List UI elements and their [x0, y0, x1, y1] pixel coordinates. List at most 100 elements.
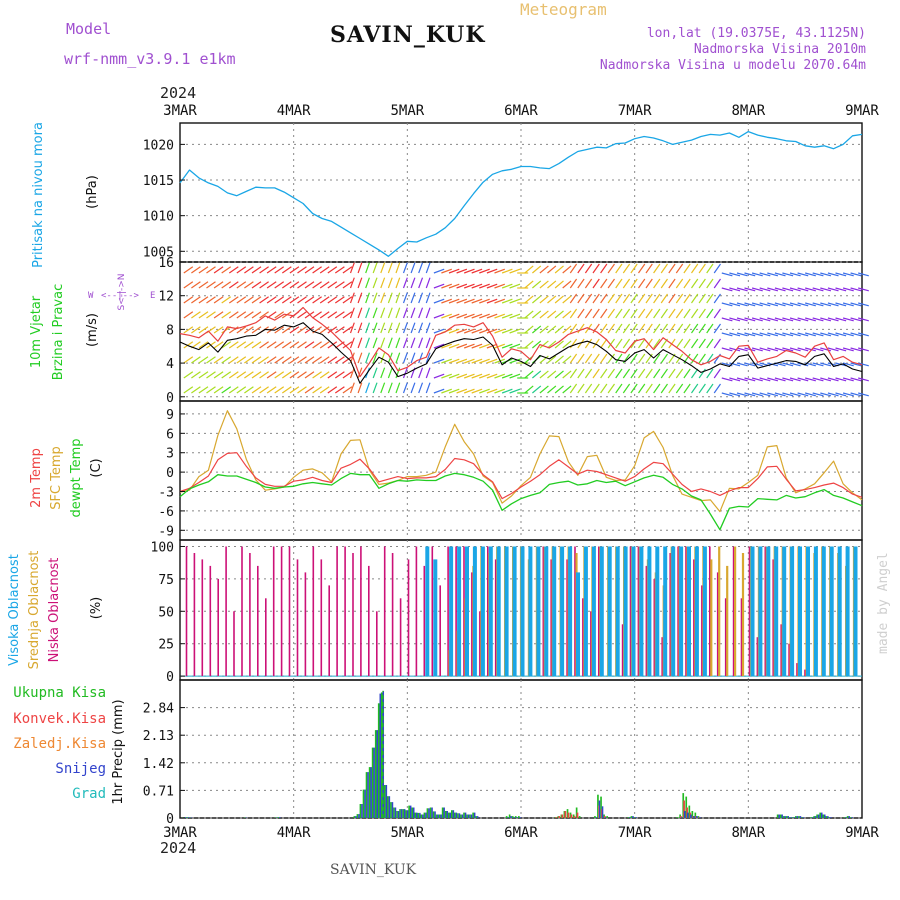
y-tick-label: -3 — [158, 486, 174, 501]
precip-total-bar — [432, 811, 435, 818]
precip-total-bar — [782, 816, 785, 818]
wind-arrow — [448, 283, 460, 289]
wind-arrow — [698, 353, 706, 364]
wind-arrow — [592, 353, 600, 364]
precip-snow-bar — [394, 807, 397, 818]
wind-arrow — [365, 292, 370, 304]
precip-snow-bar — [437, 814, 439, 818]
cloud-low-bar — [582, 598, 584, 677]
wind-arrow — [638, 353, 646, 364]
wind-arrow — [751, 287, 763, 292]
precip-snow-bar — [449, 812, 452, 818]
precip-total-bar — [475, 816, 477, 818]
wind-arrow — [266, 386, 277, 394]
wind-arrow — [622, 368, 631, 379]
precip-total-bar — [792, 817, 794, 818]
wind-arrow — [304, 371, 315, 379]
wind-arrow — [615, 278, 623, 289]
cloud-low-bar — [463, 546, 465, 677]
wind-arrow — [789, 347, 801, 352]
wind-arrow — [713, 308, 721, 319]
wind-arrow — [494, 298, 506, 304]
wind-arrow — [387, 382, 393, 394]
precip-snow-bar — [799, 816, 802, 818]
wind-arrow — [547, 280, 557, 289]
precip-total-bar — [594, 816, 596, 818]
wind-arrow — [236, 356, 247, 364]
wind-arrow — [289, 326, 300, 334]
wind-arrow — [524, 310, 534, 319]
wind-arrow — [486, 298, 498, 304]
precip-total-bar — [472, 812, 474, 818]
precip-total-bar — [384, 785, 386, 818]
wind-arrow — [297, 311, 307, 319]
cloud-low-bar — [233, 611, 235, 677]
cloud-high-bar — [774, 546, 779, 677]
cloud-high-bar — [544, 546, 549, 677]
wind-arrow — [304, 341, 315, 349]
wind-arrow — [653, 308, 661, 319]
cloud-high-bar — [560, 546, 565, 677]
wind-arrow — [251, 341, 262, 349]
wind-arrow — [221, 386, 232, 394]
precip-total-bar — [356, 814, 359, 818]
model-label: Model — [66, 20, 112, 38]
cloud-low-bar — [320, 559, 323, 677]
wind-arrow — [213, 296, 224, 304]
wind-arrow — [281, 326, 292, 334]
precip-total-bar — [801, 817, 803, 818]
wind-arrow — [842, 272, 854, 277]
wind-arrow — [858, 347, 869, 352]
wind-arrow — [706, 338, 714, 349]
wind-arrow — [638, 308, 646, 319]
wind-arrow — [782, 377, 794, 382]
wind-arrow — [342, 386, 353, 394]
wind-arrow — [410, 307, 416, 319]
wind-arrow — [600, 383, 608, 394]
y-tick-label: 100 — [151, 540, 174, 555]
precip-total-bar — [505, 816, 508, 818]
wind-arrow — [380, 262, 386, 274]
wind-arrow — [509, 373, 521, 379]
precip-total-bar — [563, 811, 566, 818]
wind-arrow — [433, 313, 445, 319]
wind-arrow — [577, 383, 585, 394]
wind-arrow — [554, 310, 564, 319]
precip-conv-bar — [570, 814, 573, 818]
wind-arrow — [183, 296, 194, 304]
panel-frame-5 — [179, 679, 863, 819]
wind-arrow — [198, 386, 209, 394]
wind-arrow — [471, 343, 483, 349]
wind-arrow — [486, 283, 498, 289]
wind-arrow — [471, 328, 483, 334]
precip-legend-item: Grad — [72, 786, 106, 802]
wind-arrow — [395, 352, 401, 364]
wind-arrow — [387, 277, 393, 289]
wind-arrow — [842, 332, 854, 337]
precip-snow-bar — [848, 816, 850, 818]
wind-arrow — [759, 302, 771, 307]
wind-arrow — [577, 278, 585, 289]
wind-arrow — [797, 302, 809, 307]
wind-arrow — [729, 347, 741, 352]
cloud-low-bar — [360, 546, 362, 677]
wind-arrow — [569, 353, 578, 364]
precip-total-bar — [813, 816, 815, 818]
cloud-low-bar — [336, 546, 338, 677]
cloud-low-bar — [566, 559, 568, 677]
wind-arrow — [236, 341, 247, 349]
cloud-low-bar — [272, 546, 275, 677]
cloud-low-bar — [487, 546, 489, 677]
wind-arrow — [782, 317, 794, 322]
precip-snow-bar — [440, 814, 442, 818]
wind-arrow — [213, 281, 224, 289]
wind-arrow — [539, 370, 549, 379]
wind-arrow — [584, 383, 593, 394]
wind-arrow — [334, 356, 345, 364]
cloud-mid-bar — [741, 553, 745, 677]
wind-arrow — [357, 292, 363, 304]
wind-arrow — [441, 343, 453, 349]
wind-arrow — [524, 385, 534, 394]
wind-arrow — [569, 383, 578, 394]
wind-arrow — [183, 386, 194, 394]
